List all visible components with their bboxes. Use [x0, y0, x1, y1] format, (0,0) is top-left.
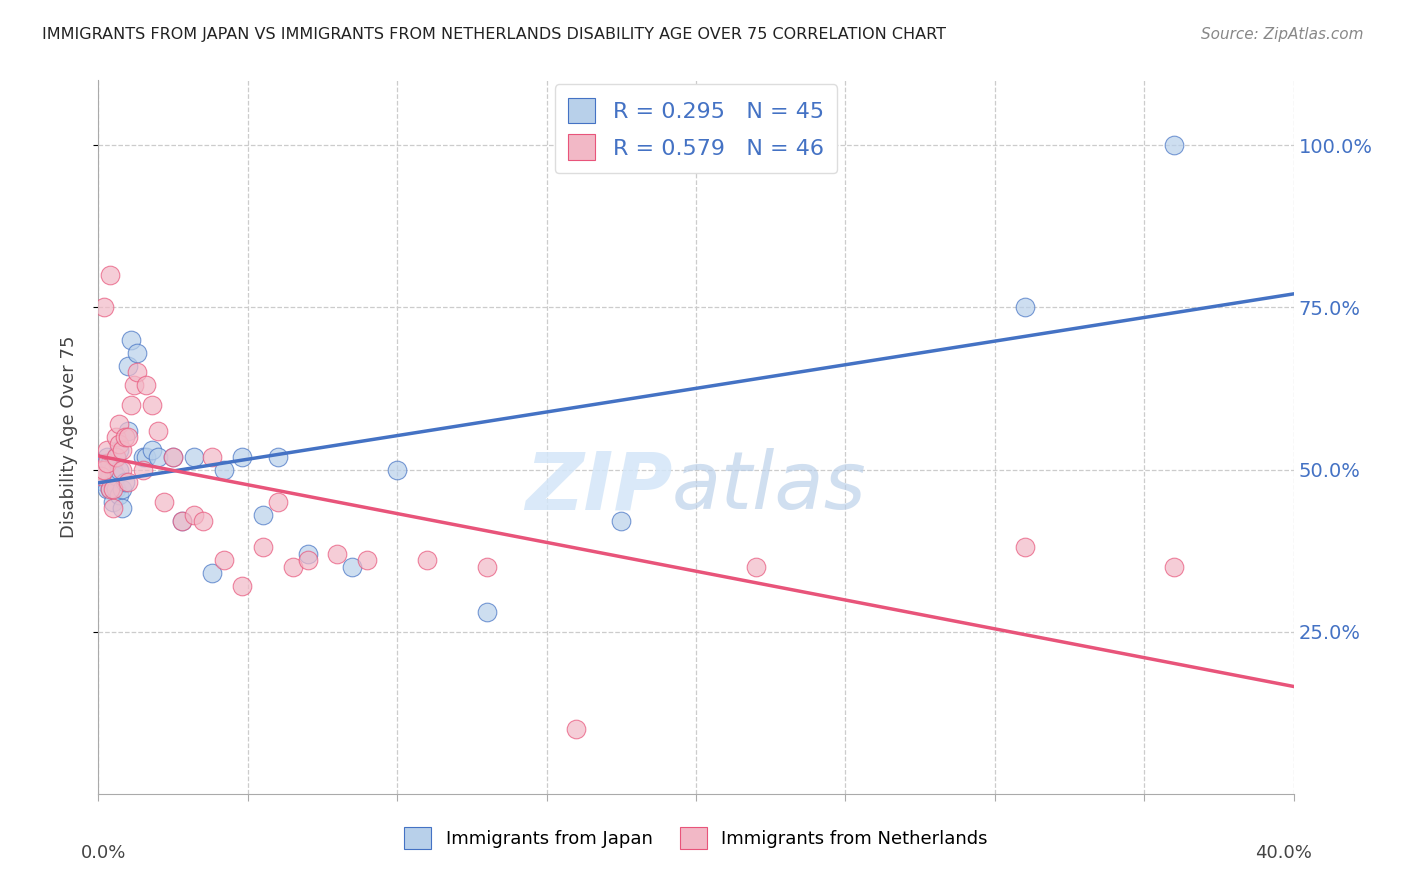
Point — [98, 268, 122, 282]
Point — [93, 462, 115, 476]
Point — [162, 450, 184, 464]
Text: IMMIGRANTS FROM JAPAN VS IMMIGRANTS FROM NETHERLANDS DISABILITY AGE OVER 75 CORR: IMMIGRANTS FROM JAPAN VS IMMIGRANTS FROM… — [42, 27, 946, 42]
Point — [117, 430, 139, 444]
Point — [90, 469, 112, 483]
Point — [326, 547, 349, 561]
Point — [183, 450, 205, 464]
Point — [201, 450, 224, 464]
Point — [212, 462, 235, 476]
Point — [96, 482, 118, 496]
Point — [281, 559, 304, 574]
Point — [148, 424, 170, 438]
Point — [252, 508, 274, 522]
Point — [103, 462, 125, 476]
Point — [565, 722, 588, 736]
Point — [356, 553, 378, 567]
Point — [117, 475, 139, 490]
Point — [252, 541, 274, 555]
Point — [1163, 559, 1185, 574]
Point — [153, 495, 176, 509]
Point — [111, 443, 134, 458]
Legend: R = 0.295   N = 45, R = 0.579   N = 46: R = 0.295 N = 45, R = 0.579 N = 46 — [555, 84, 837, 173]
Point — [231, 450, 253, 464]
Point — [103, 475, 125, 490]
Point — [105, 482, 128, 496]
Point — [475, 605, 498, 619]
Point — [103, 482, 125, 496]
Text: 40.0%: 40.0% — [1254, 844, 1312, 862]
Point — [98, 482, 122, 496]
Point — [135, 378, 157, 392]
Point — [117, 424, 139, 438]
Text: ZIP: ZIP — [524, 448, 672, 526]
Point — [93, 462, 115, 476]
Point — [172, 515, 194, 529]
Point — [475, 559, 498, 574]
Point — [96, 456, 118, 470]
Point — [1163, 138, 1185, 153]
Point — [117, 359, 139, 373]
Point — [105, 469, 128, 483]
Point — [610, 515, 633, 529]
Point — [127, 345, 149, 359]
Point — [120, 333, 142, 347]
Text: atlas: atlas — [672, 448, 868, 526]
Point — [172, 515, 194, 529]
Point — [93, 475, 115, 490]
Point — [231, 579, 253, 593]
Point — [148, 450, 170, 464]
Point — [111, 501, 134, 516]
Point — [267, 495, 290, 509]
Point — [132, 462, 155, 476]
Text: 0.0%: 0.0% — [80, 844, 127, 862]
Point — [114, 430, 136, 444]
Point — [416, 553, 439, 567]
Point — [124, 378, 146, 392]
Point — [103, 501, 125, 516]
Point — [108, 443, 131, 458]
Point — [111, 482, 134, 496]
Point — [1014, 301, 1036, 315]
Point — [105, 450, 128, 464]
Point — [183, 508, 205, 522]
Point — [98, 469, 122, 483]
Point — [297, 547, 319, 561]
Point — [141, 443, 163, 458]
Point — [342, 559, 364, 574]
Point — [201, 566, 224, 581]
Point — [162, 450, 184, 464]
Point — [745, 559, 768, 574]
Point — [141, 398, 163, 412]
Point — [111, 462, 134, 476]
Point — [98, 456, 122, 470]
Point — [98, 482, 122, 496]
Point — [105, 430, 128, 444]
Point — [127, 365, 149, 379]
Point — [103, 495, 125, 509]
Point — [96, 443, 118, 458]
Point — [93, 301, 115, 315]
Point — [297, 553, 319, 567]
Point — [108, 417, 131, 431]
Point — [108, 436, 131, 450]
Y-axis label: Disability Age Over 75: Disability Age Over 75 — [59, 335, 77, 539]
Point — [114, 475, 136, 490]
Point — [1014, 541, 1036, 555]
Point — [90, 456, 112, 470]
Text: Source: ZipAtlas.com: Source: ZipAtlas.com — [1201, 27, 1364, 42]
Point — [120, 398, 142, 412]
Point — [191, 515, 214, 529]
Point — [96, 462, 118, 476]
Point — [108, 488, 131, 502]
Point — [212, 553, 235, 567]
Point — [90, 462, 112, 476]
Point — [385, 462, 409, 476]
Point — [108, 462, 131, 476]
Point — [132, 450, 155, 464]
Point — [105, 450, 128, 464]
Point — [96, 450, 118, 464]
Point — [267, 450, 290, 464]
Point — [90, 462, 112, 476]
Point — [135, 450, 157, 464]
